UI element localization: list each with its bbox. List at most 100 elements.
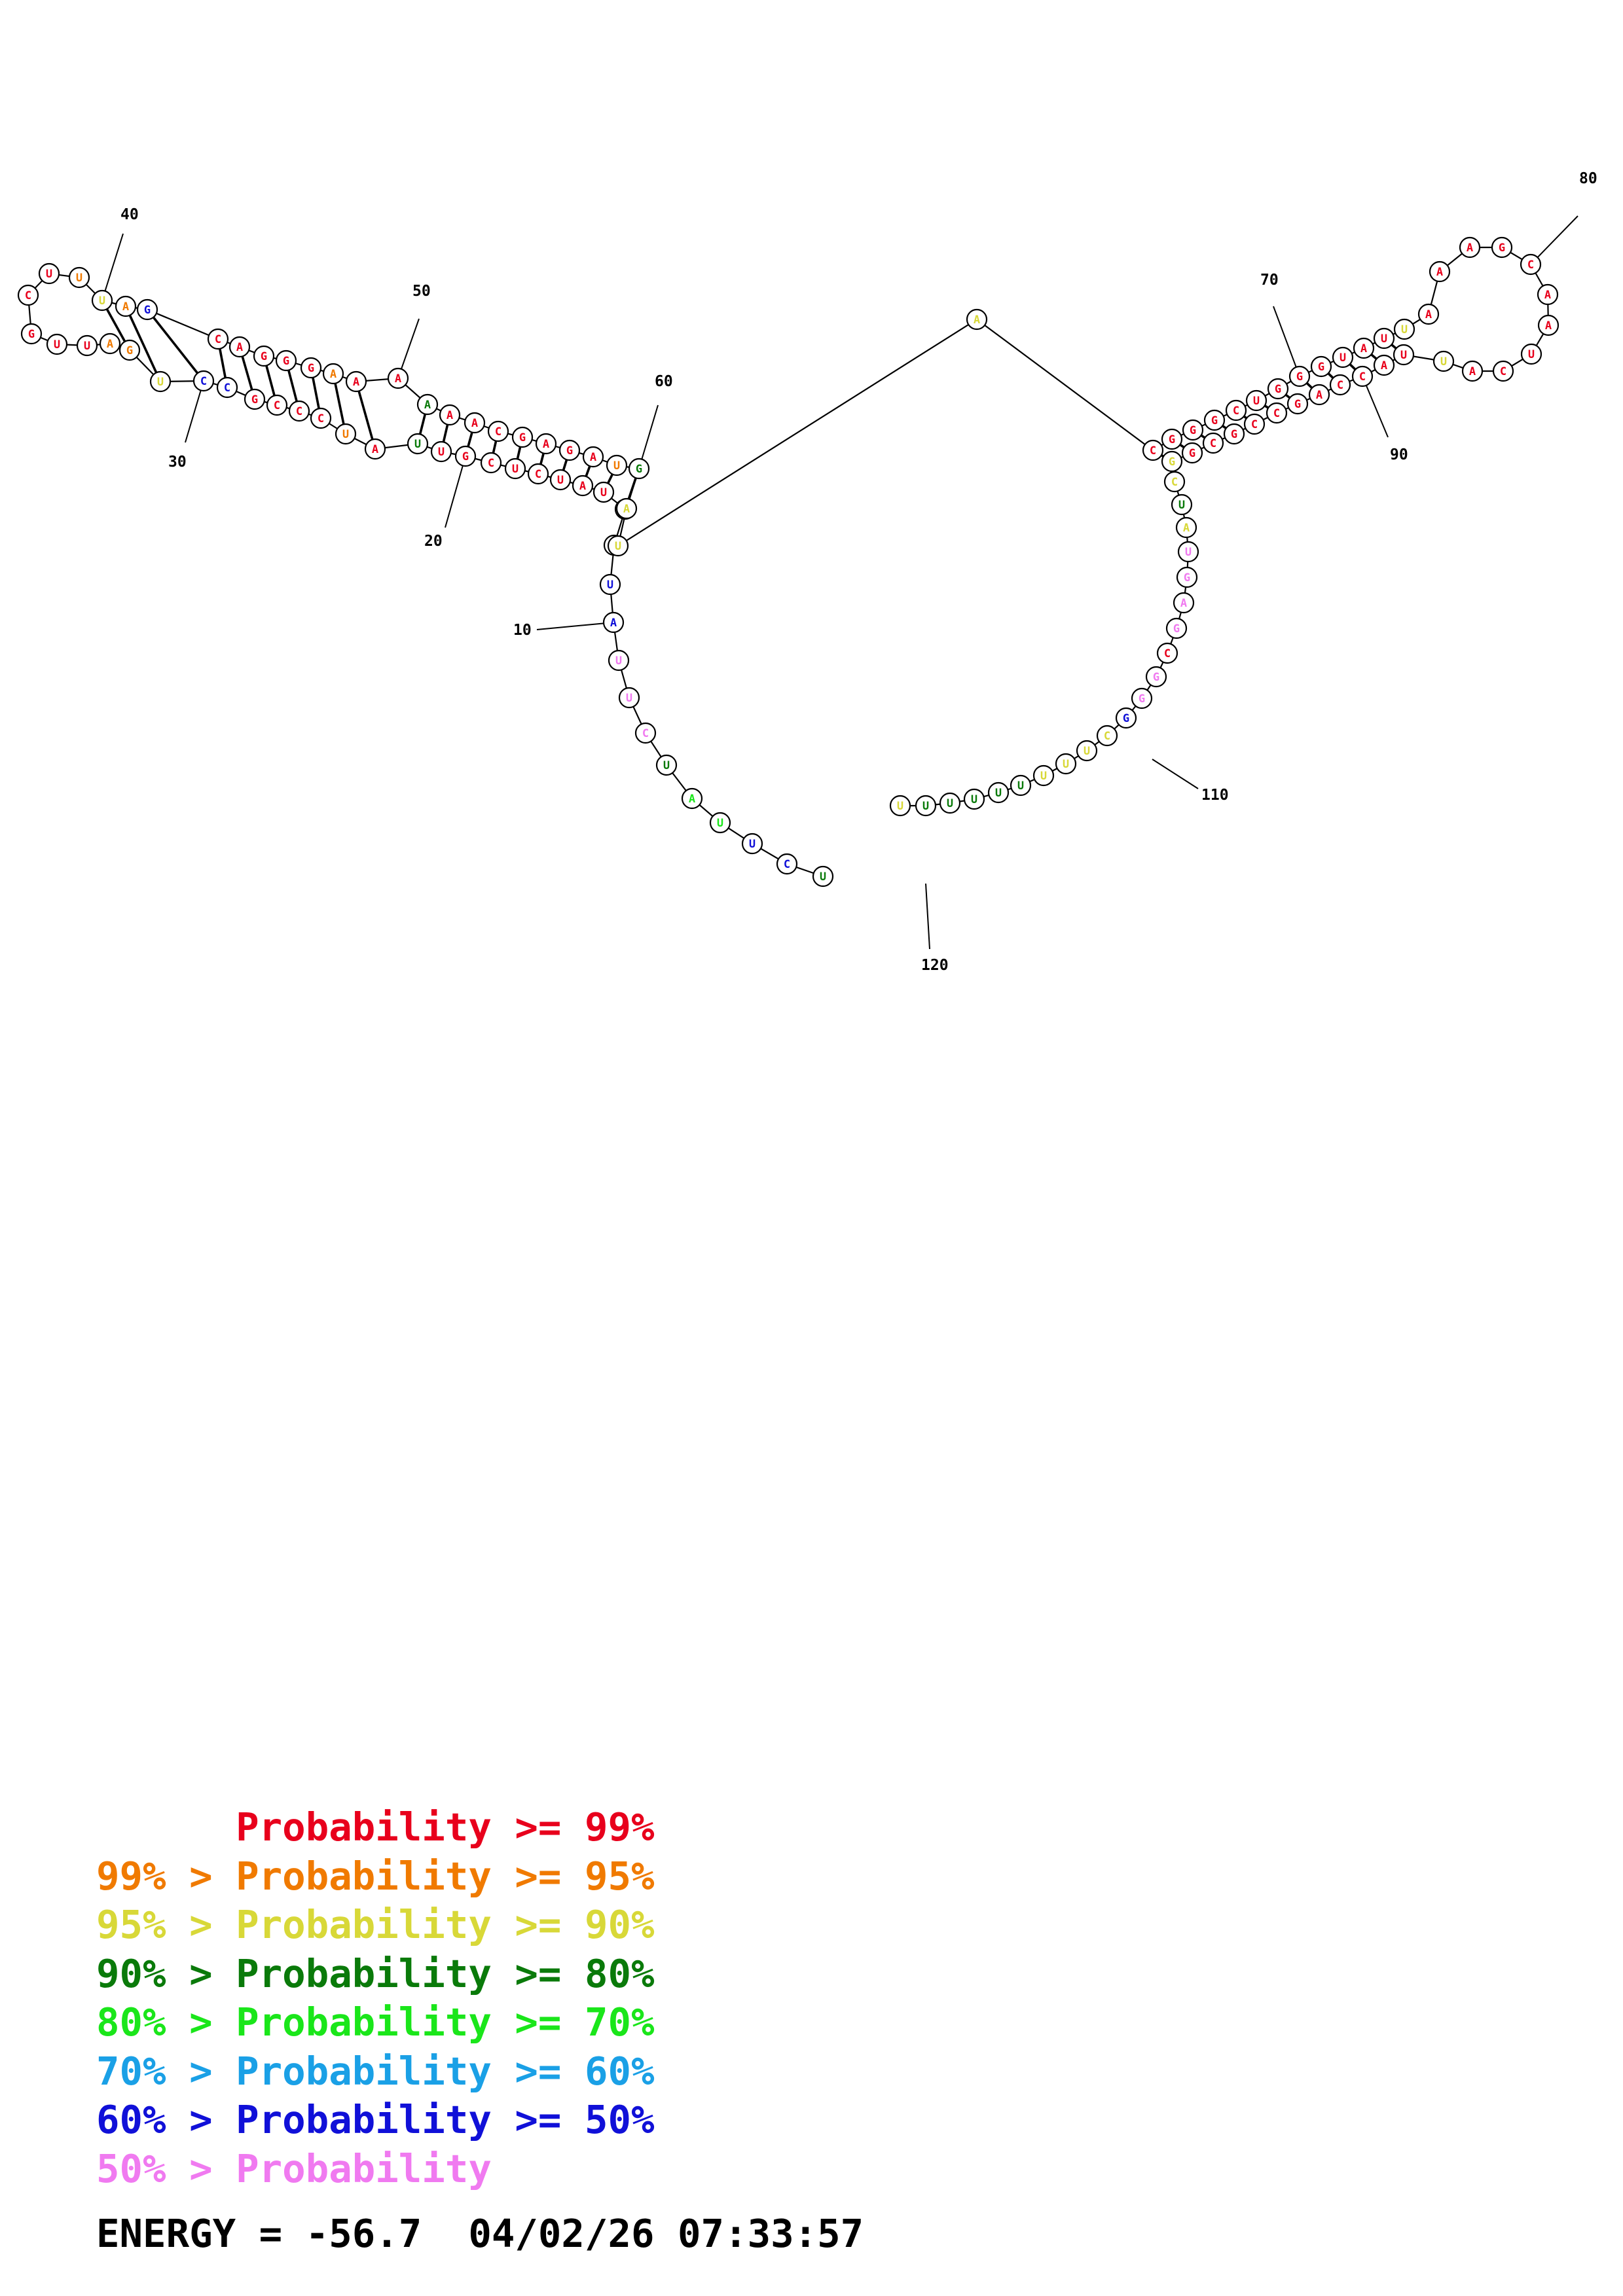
nucleotide-letter: U xyxy=(342,428,349,441)
nucleotide: G xyxy=(1288,365,1311,387)
nucleotide-letter: C xyxy=(1273,407,1280,420)
base-pair-line xyxy=(1327,372,1334,379)
nucleotide-circle xyxy=(963,788,985,810)
nucleotide: A xyxy=(1461,360,1484,382)
nucleotide: C xyxy=(310,407,332,429)
nucleotide-letter: A xyxy=(395,372,401,386)
nucleotide: C xyxy=(207,328,229,350)
nucleotide-letter: C xyxy=(642,727,649,740)
nucleotide-letter: G xyxy=(1275,383,1281,396)
nucleotide: C xyxy=(480,452,502,474)
nucleotide-circle xyxy=(527,463,549,485)
nucleotide: A xyxy=(1429,260,1451,283)
nucleotide: A xyxy=(535,433,557,455)
nucleotide-circle xyxy=(1032,764,1055,787)
nucleotide-circle xyxy=(439,404,461,426)
nucleotide: A xyxy=(1353,337,1375,359)
nucleotide: A xyxy=(345,370,367,393)
legend-entry: 95% > Probability >= 90% xyxy=(96,1902,655,1947)
position-label-50: 50 xyxy=(412,283,431,300)
nucleotide: A xyxy=(99,332,121,355)
nucleotide: G xyxy=(1161,450,1183,473)
nucleotide-letter: C xyxy=(1527,259,1534,272)
nucleotide-letter: U xyxy=(615,655,622,668)
base-pair-line xyxy=(334,383,345,425)
nucleotide-letter: U xyxy=(922,800,929,813)
nucleotide-letter: U xyxy=(717,817,723,830)
nucleotide: G xyxy=(1491,236,1513,259)
nucleotide-letter: G xyxy=(1294,398,1301,411)
nucleotide: U xyxy=(1245,389,1267,412)
position-label-90: 90 xyxy=(1390,446,1408,463)
nucleotide-circle xyxy=(1393,318,1415,340)
nucleotide: A xyxy=(1308,384,1330,406)
nucleotide-circle xyxy=(454,445,477,467)
nucleotide: C xyxy=(1096,725,1118,747)
nucleotide-letter: U xyxy=(1178,499,1185,512)
nucleotide-circle xyxy=(216,376,238,399)
base-pair-line xyxy=(418,414,427,435)
position-label-80: 80 xyxy=(1579,170,1597,187)
nucleotide: A xyxy=(115,295,137,317)
nucleotide-circle xyxy=(1245,389,1267,412)
nucleotide: A xyxy=(1373,354,1395,376)
nucleotide: A xyxy=(364,438,386,460)
nucleotide-circle xyxy=(1142,439,1164,461)
nucleotide-letter: U xyxy=(613,459,620,473)
nucleotide-circle xyxy=(364,438,386,460)
nucleotide-letter: A xyxy=(1381,359,1387,372)
nucleotides: UCUUAUCUUAUCUUAUCUCGUUAUCCCGCCUGAUUGCUUU… xyxy=(17,236,1559,888)
nucleotide: U xyxy=(606,454,628,476)
nucleotide: U xyxy=(549,469,572,491)
nucleotide-circle xyxy=(1373,354,1395,376)
nucleotide-letter: G xyxy=(1173,622,1180,636)
nucleotide: G xyxy=(558,439,581,461)
energy-line: ENERGY = -56.7 04/02/26 07:33:57 xyxy=(96,2211,864,2256)
nucleotide-letter: G xyxy=(1190,424,1196,437)
nucleotide-circle xyxy=(1161,428,1183,450)
nucleotide-letter: C xyxy=(318,412,324,425)
base-pair-line xyxy=(128,314,158,374)
nucleotide-circle xyxy=(1181,442,1203,464)
nucleotide-letter: A xyxy=(543,438,549,451)
nucleotide-circle xyxy=(430,440,452,463)
nucleotide-circle xyxy=(207,328,229,350)
nucleotide: U xyxy=(939,792,961,814)
nucleotide-letter: U xyxy=(947,797,953,810)
nucleotide-letter: G xyxy=(1231,428,1237,441)
nucleotide-letter: U xyxy=(607,579,613,592)
base-pair-line xyxy=(1391,344,1397,350)
nucleotide-letter: G xyxy=(462,450,469,463)
nucleotide: G xyxy=(1161,428,1183,450)
base-pair-line xyxy=(1200,434,1206,439)
nucleotide: C xyxy=(1492,360,1514,382)
nucleotide-circle xyxy=(91,289,113,312)
nucleotide-circle xyxy=(681,787,703,810)
nucleotide-letter: A xyxy=(353,376,359,389)
nucleotide-letter: C xyxy=(274,399,280,412)
nucleotide: U xyxy=(1076,740,1098,762)
nucleotide-letter: C xyxy=(784,858,790,871)
nucleotide-circle xyxy=(1432,350,1455,372)
nucleotide-letter: C xyxy=(488,457,494,470)
nucleotide: U xyxy=(504,457,526,480)
position-label-40: 40 xyxy=(120,206,139,223)
nucleotide-circle xyxy=(709,812,731,834)
nucleotide: U xyxy=(1032,764,1055,787)
nucleotide-circle xyxy=(1010,774,1032,797)
nucleotide-circle xyxy=(1156,642,1178,664)
nucleotide-circle xyxy=(1175,516,1197,539)
nucleotide-circle xyxy=(1145,666,1167,688)
nucleotide-circle xyxy=(487,420,509,442)
nucleotide-circle xyxy=(1163,471,1186,493)
nucleotide-letter: U xyxy=(897,800,903,813)
nucleotide-circle xyxy=(1537,283,1559,306)
nucleotide: C xyxy=(776,853,798,875)
nucleotide-circle xyxy=(1267,378,1289,400)
nucleotide-letter: C xyxy=(25,289,31,302)
nucleotide-letter: U xyxy=(615,540,621,553)
nucleotide-circle xyxy=(655,754,678,776)
nucleotide-letter: U xyxy=(99,295,105,308)
nucleotide: U xyxy=(987,781,1010,804)
nucleotide: A xyxy=(1537,283,1559,306)
